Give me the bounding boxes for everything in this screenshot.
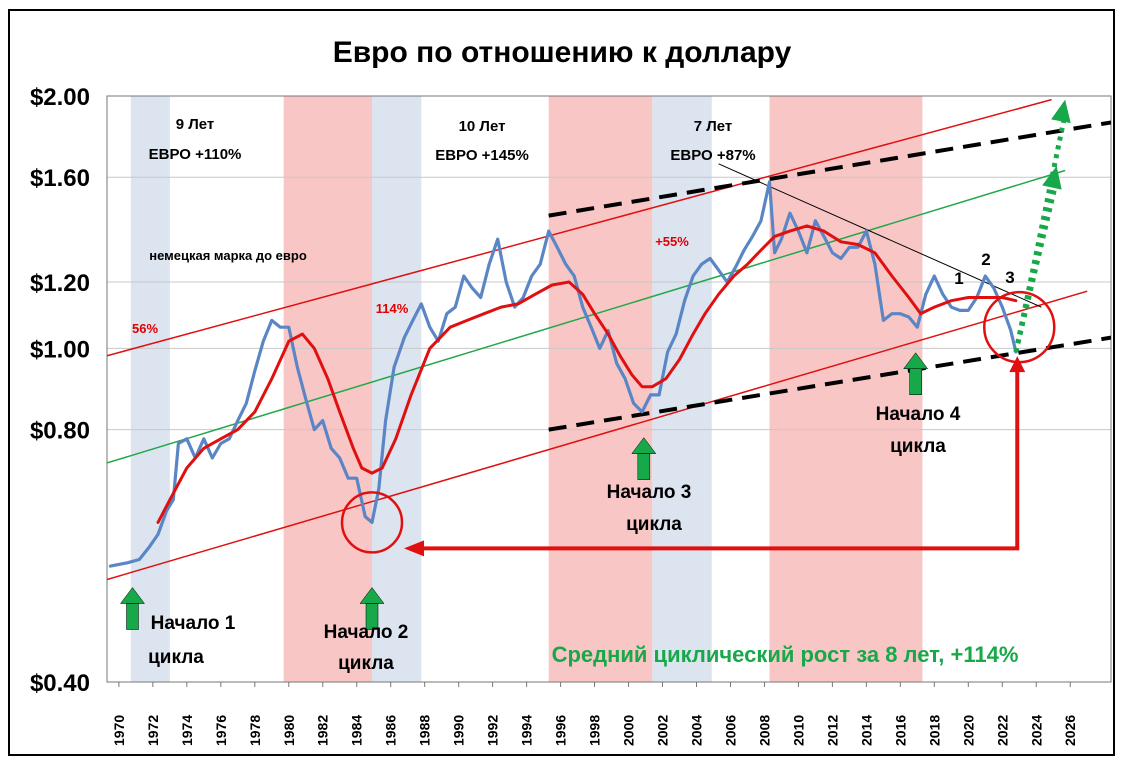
shapes-layer — [119, 99, 1071, 630]
x-tick-label: 1998 — [587, 715, 603, 746]
pct-56-label: 56% — [132, 321, 158, 336]
wave-3-label: 3 — [1005, 268, 1014, 287]
period1-years-label: 9 Лет — [176, 116, 215, 133]
cycle1-label-line2: цикла — [148, 647, 204, 668]
trend-line-channel-lower — [107, 290, 1088, 581]
x-tick-label: 1974 — [179, 715, 195, 746]
cycle-start-arrow-2 — [359, 587, 385, 630]
series-line-price — [108, 180, 1018, 568]
projection-arrow-head-2 — [1042, 166, 1062, 190]
y-tick-label: $2.00 — [30, 84, 90, 111]
x-tick-label: 2020 — [960, 715, 976, 746]
x-tick-label: 1972 — [145, 715, 161, 746]
trend-line-channel-upper — [107, 98, 1052, 357]
chart-title: Евро по отношению к доллару — [333, 36, 792, 69]
x-tick-label: 1978 — [247, 715, 263, 746]
x-tick-label: 2002 — [655, 715, 671, 746]
y-axis: $2.00 $1.60 $1.20 $1.00 $0.80 $0.40 — [30, 84, 90, 697]
cycle2-label-line2: цикла — [338, 653, 394, 674]
arrow-shaft — [909, 368, 922, 396]
x-tick-label: 2018 — [926, 715, 942, 746]
band-blue-1 — [130, 96, 170, 682]
cycle3-label-line1: Начало 3 — [607, 482, 692, 503]
series-line-moving-average — [156, 224, 1018, 524]
x-tick-label: 1976 — [213, 715, 229, 746]
x-axis: 1970 1972 1974 1976 1978 1980 1982 1984 1986 1988… — [111, 682, 1078, 746]
x-tick-label: 1990 — [451, 715, 467, 746]
x-tick-label: 2024 — [1028, 715, 1044, 746]
band-red-6 — [769, 96, 923, 682]
summary-label: Средний циклический рост за 8 лет, +114% — [552, 642, 1019, 667]
period3-years-label: 7 Лет — [694, 118, 733, 135]
cycle1-label-line1: Начало 1 — [151, 613, 236, 634]
y-tick-label: $1.60 — [30, 165, 90, 192]
connector-arrow-line — [422, 362, 1020, 551]
plot-area — [106, 95, 1112, 683]
x-tick-label: 2000 — [621, 715, 637, 746]
x-tick-label: 1980 — [281, 715, 297, 746]
y-tick-label: $1.00 — [30, 336, 90, 363]
x-tick-label: 1982 — [315, 715, 331, 746]
trend-line-dashed-lower — [548, 335, 1111, 432]
arrow-shaft — [365, 603, 379, 630]
cycle-start-arrow-4 — [903, 352, 929, 396]
cycle4-label-line1: Начало 4 — [876, 404, 961, 425]
band-blue-5 — [652, 96, 712, 682]
x-tick-label: 2006 — [722, 715, 738, 746]
projection-arrow-2 — [1013, 179, 1060, 353]
series-layer — [108, 180, 1018, 568]
x-tick-label: 1984 — [349, 715, 365, 746]
highlight-circle-1 — [340, 491, 404, 554]
wave-1-label: 1 — [954, 269, 963, 288]
x-tick-label: 2014 — [858, 715, 874, 746]
band-red-4 — [548, 96, 653, 682]
x-tick-label: 2026 — [1062, 715, 1078, 746]
x-tick-label: 1992 — [485, 715, 501, 746]
y-tick-label: $0.80 — [30, 418, 90, 445]
connector-arrow-head — [404, 540, 425, 557]
band-red-2 — [283, 96, 373, 682]
x-tick-label: 1986 — [383, 715, 399, 746]
x-tick-label: 1988 — [417, 715, 433, 746]
trend-line-thin-black — [718, 163, 1042, 308]
period1-gain-label: ЕВРО +110% — [149, 146, 242, 163]
cycle3-label-line2: цикла — [626, 514, 682, 535]
period2-years-label: 10 Лет — [459, 118, 506, 135]
projection-arrow-head-1 — [1051, 99, 1071, 124]
x-tick-label: 2016 — [892, 715, 908, 746]
arrow-shaft — [637, 453, 651, 480]
dm-note-label: немецкая марка до евро — [149, 248, 307, 263]
y-tick-label: $1.20 — [30, 270, 90, 297]
cycle2-label-line1: Начало 2 — [324, 622, 409, 643]
pct-55-label: +55% — [655, 234, 689, 249]
y-tick-label: $0.40 — [30, 670, 90, 697]
x-tick-label: 2010 — [790, 715, 806, 746]
arrow-shaft — [126, 603, 139, 630]
bands-layer — [130, 96, 923, 682]
x-tick-label: 2004 — [688, 715, 704, 746]
cycle4-label-line2: цикла — [890, 436, 946, 457]
grid-layer — [107, 176, 1111, 431]
x-tick-label: 1970 — [111, 715, 127, 746]
trend-line-dashed-upper — [548, 120, 1111, 218]
x-tick-label: 1996 — [553, 715, 569, 746]
cycle-start-arrow-1 — [119, 587, 145, 630]
period3-gain-label: ЕВРО +87% — [670, 147, 755, 164]
wave-2-label: 2 — [981, 250, 990, 269]
connector-arrow-tip — [1009, 356, 1026, 373]
cycle-start-arrow-3 — [631, 437, 657, 480]
x-tick-label: 2022 — [994, 715, 1010, 746]
x-tick-label: 1994 — [519, 715, 535, 746]
period2-gain-label: ЕВРО +145% — [435, 147, 529, 164]
x-tick-label: 2012 — [824, 715, 840, 746]
x-tick-label: 2008 — [756, 715, 772, 746]
pct-114-label: 114% — [376, 301, 409, 316]
